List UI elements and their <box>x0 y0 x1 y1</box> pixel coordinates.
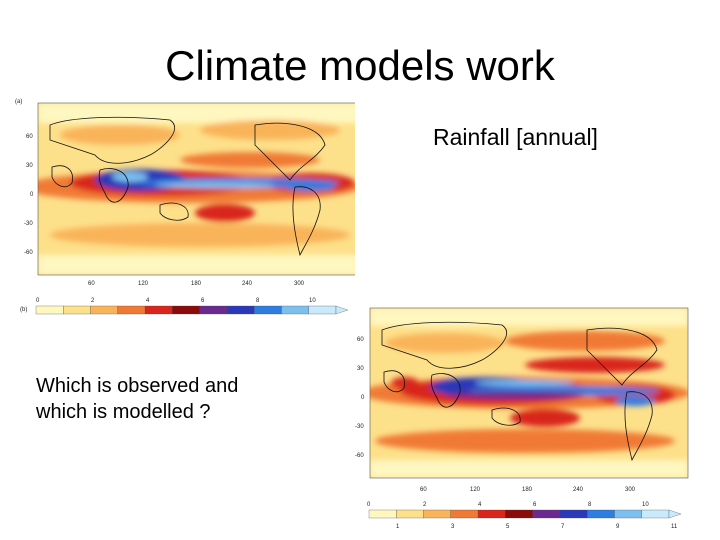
colorbar-swatch <box>117 305 146 315</box>
question-line-2: which is modelled ? <box>36 401 211 423</box>
panel-label-a: (a) <box>15 99 22 105</box>
colorbar-swatch <box>450 509 479 519</box>
colorbar-swatch <box>532 509 561 519</box>
colorbar-end-arrow <box>668 509 682 519</box>
lon-tick: 180 <box>522 487 533 493</box>
colorbar-lower-label: 9 <box>616 524 620 530</box>
colorbar-lower-label: 3 <box>451 524 455 530</box>
colorbar-swatch <box>477 509 506 519</box>
rainfall-map-a: (a) <box>10 95 355 325</box>
lon-tick: 60 <box>420 487 427 493</box>
colorbar-lower-label: 7 <box>561 524 565 530</box>
colorbar-swatch <box>505 509 533 519</box>
coastlines-a <box>49 116 326 257</box>
colorbar-b: 0 2 4 6 8 10 1 3 5 7 9 11 <box>367 502 682 530</box>
colorbar-swatch <box>587 509 615 519</box>
colorbar-swatch <box>281 305 309 315</box>
lon-tick: 120 <box>138 281 149 287</box>
colorbar-swatch <box>63 305 91 315</box>
colorbar-upper-label: 4 <box>146 298 150 304</box>
colorbar-swatch <box>559 509 588 519</box>
lon-tick: 240 <box>573 487 584 493</box>
colorbar-upper-label: 10 <box>642 502 649 508</box>
lon-ticks-b: 60 120 180 240 300 <box>420 487 636 493</box>
colorbar-swatch <box>144 305 173 315</box>
lon-tick: 300 <box>625 487 636 493</box>
rainfall-map-b-svg: 60 30 0 -30 -60 60 120 180 240 300 0 2 4… <box>355 307 689 530</box>
colorbar-swatch <box>199 305 228 315</box>
lat-tick: -30 <box>355 424 364 430</box>
colorbar-swatch <box>423 509 451 519</box>
colorbar-swatch <box>172 305 200 315</box>
lat-tick: -30 <box>24 221 33 227</box>
lon-tick: 180 <box>191 281 202 287</box>
lon-tick: 240 <box>242 281 253 287</box>
slide-subtitle: Rainfall [annual] <box>433 124 598 150</box>
lat-ticks-b: 60 30 0 -30 -60 <box>355 337 365 459</box>
colorbar-swatch <box>396 509 424 519</box>
rainfall-field-a <box>38 103 355 275</box>
colorbar-swatch <box>226 305 255 315</box>
rainfall-field-b <box>370 308 688 478</box>
colorbar-upper-label: 6 <box>201 298 205 304</box>
colorbar-swatch <box>368 509 397 519</box>
rainfall-map-b: 60 30 0 -30 -60 60 120 180 240 300 0 2 4… <box>345 303 690 533</box>
lat-tick: -60 <box>24 250 33 256</box>
colorbar-upper-label: 0 <box>367 502 371 508</box>
colorbar-swatch <box>614 509 642 519</box>
panel-label-b-caption: (b) <box>20 307 27 313</box>
lat-tick: 30 <box>26 163 33 169</box>
lon-tick: 300 <box>294 281 305 287</box>
colorbar-swatch <box>308 305 337 315</box>
lon-ticks-a: 60 120 180 240 300 <box>88 281 305 287</box>
lat-tick: 0 <box>361 395 365 401</box>
colorbar-upper-label: 0 <box>36 298 40 304</box>
colorbar-lower-label: 5 <box>506 524 510 530</box>
rainfall-map-a-svg: (a) <box>15 99 355 315</box>
colorbar-upper-label: 10 <box>309 298 316 304</box>
colorbar-a: 0 2 4 6 8 10 (b) <box>20 298 349 315</box>
colorbar-end-arrow <box>335 305 349 315</box>
lat-tick: 30 <box>357 366 364 372</box>
colorbar-swatch <box>254 305 282 315</box>
coastlines-b <box>381 321 658 462</box>
colorbar-upper-label: 8 <box>588 502 592 508</box>
colorbar-upper-label: 4 <box>478 502 482 508</box>
colorbar-lower-label: 11 <box>671 524 678 530</box>
colorbar-upper-label: 2 <box>91 298 95 304</box>
lat-tick: 60 <box>26 134 33 140</box>
lon-tick: 60 <box>88 281 95 287</box>
question-line-1: Which is observed and <box>36 375 239 397</box>
lat-tick: 60 <box>357 337 364 343</box>
colorbar-upper-label: 2 <box>423 502 427 508</box>
colorbar-swatch <box>90 305 118 315</box>
colorbar-lower-label: 1 <box>396 524 400 530</box>
colorbar-swatch <box>35 305 64 315</box>
slide-title: Climate models work <box>165 42 555 89</box>
lon-tick: 120 <box>470 487 481 493</box>
lat-ticks-a: 60 30 0 -30 -60 <box>24 134 34 256</box>
colorbar-upper-label: 6 <box>533 502 537 508</box>
colorbar-upper-label: 8 <box>256 298 260 304</box>
lat-tick: -60 <box>355 453 364 459</box>
lat-tick: 0 <box>30 192 34 198</box>
colorbar-swatch <box>641 509 670 519</box>
question-text: Which is observed and which is modelled … <box>36 373 336 425</box>
